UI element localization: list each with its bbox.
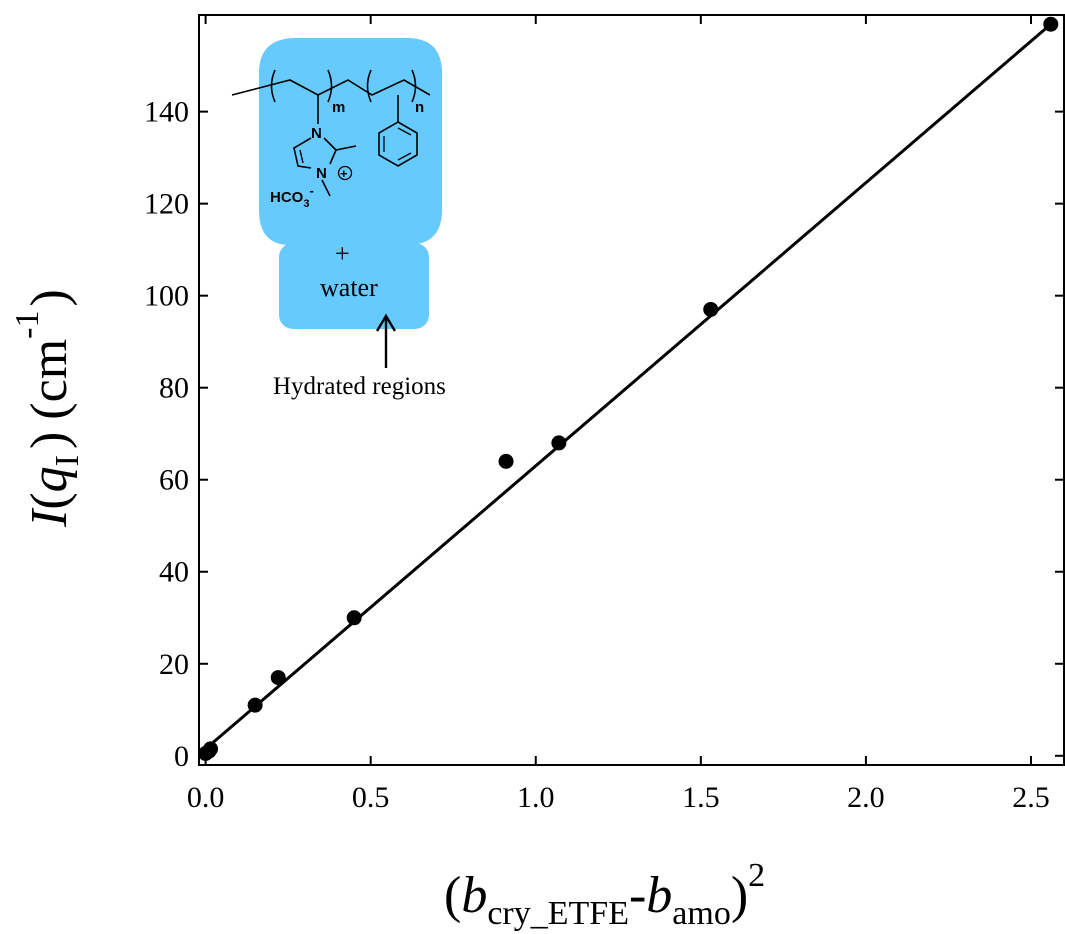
phenyl-double-3 bbox=[397, 152, 412, 161]
fit-line bbox=[204, 23, 1052, 751]
polymer-highlight bbox=[259, 38, 442, 245]
positive-charge-circle bbox=[337, 165, 353, 181]
tick-labels: 0.0 0.5 1.0 1.5 2.0 2.5 0 20 40 60 80 100 120 140 bbox=[144, 96, 1050, 814]
data-point bbox=[551, 435, 567, 451]
annotation-arrow-head bbox=[375, 313, 397, 332]
imidazole-ring bbox=[293, 137, 312, 169]
fit-line-group bbox=[204, 23, 1052, 751]
y-axis-title: I(qI)(cm-1) bbox=[9, 289, 86, 528]
data-point bbox=[1043, 16, 1059, 32]
imidazole-bond-b bbox=[329, 149, 337, 165]
nitrogen-1: N bbox=[311, 125, 322, 142]
y-tick-label: 40 bbox=[159, 556, 189, 589]
x-tick-label: 1.5 bbox=[682, 781, 720, 814]
data-point bbox=[247, 697, 263, 713]
x-tick-label: 1.0 bbox=[517, 781, 555, 814]
x-tick-label: 0.5 bbox=[352, 781, 390, 814]
y-tick-label: 80 bbox=[159, 372, 189, 405]
phenyl-double-2 bbox=[397, 127, 412, 136]
y-tick-label: 60 bbox=[159, 464, 189, 497]
imidazole-bond-a bbox=[323, 137, 337, 151]
plot-frame bbox=[198, 14, 1065, 766]
n-methyl-bond bbox=[321, 179, 331, 197]
water-highlight bbox=[279, 243, 429, 329]
data-point bbox=[270, 670, 286, 686]
y-tick-label: 0 bbox=[174, 740, 189, 773]
inset-hydrated-regions: m n N N + HCO3- + water Hydrated regions bbox=[231, 38, 446, 400]
data-points bbox=[198, 16, 1059, 761]
counter-ion: HCO3- bbox=[270, 183, 314, 210]
bracket-right-n bbox=[411, 69, 417, 103]
x-tick-label: 2.5 bbox=[1012, 781, 1050, 814]
x-tick-label: 0.0 bbox=[187, 781, 225, 814]
data-point bbox=[346, 610, 362, 626]
data-point bbox=[498, 453, 514, 469]
y-tick-label: 100 bbox=[144, 280, 189, 313]
water-label: water bbox=[320, 273, 378, 302]
plus-sign: + bbox=[335, 239, 350, 268]
data-point bbox=[703, 301, 719, 317]
nitrogen-2: N bbox=[316, 165, 327, 182]
imidazole-double-bond bbox=[299, 149, 304, 164]
data-point bbox=[203, 741, 219, 757]
methyl-bond bbox=[335, 145, 357, 151]
y-tick-label: 120 bbox=[144, 188, 189, 221]
x-tick-label: 2.0 bbox=[847, 781, 885, 814]
y-tick-label: 140 bbox=[144, 96, 189, 129]
positive-charge: + bbox=[340, 166, 348, 181]
subscript-n: n bbox=[415, 99, 424, 116]
x-axis-title: (bcry_ETFE-bamo)2 bbox=[444, 857, 765, 932]
y-tick-label: 20 bbox=[159, 648, 189, 681]
subscript-m: m bbox=[332, 99, 345, 116]
polymer-backbone bbox=[231, 79, 431, 96]
bracket-right-m bbox=[327, 69, 333, 103]
bracket-left-n bbox=[366, 69, 372, 103]
annotation-label: Hydrated regions bbox=[273, 373, 446, 400]
bracket-left-m bbox=[270, 69, 276, 103]
phenyl-ring bbox=[378, 121, 418, 167]
